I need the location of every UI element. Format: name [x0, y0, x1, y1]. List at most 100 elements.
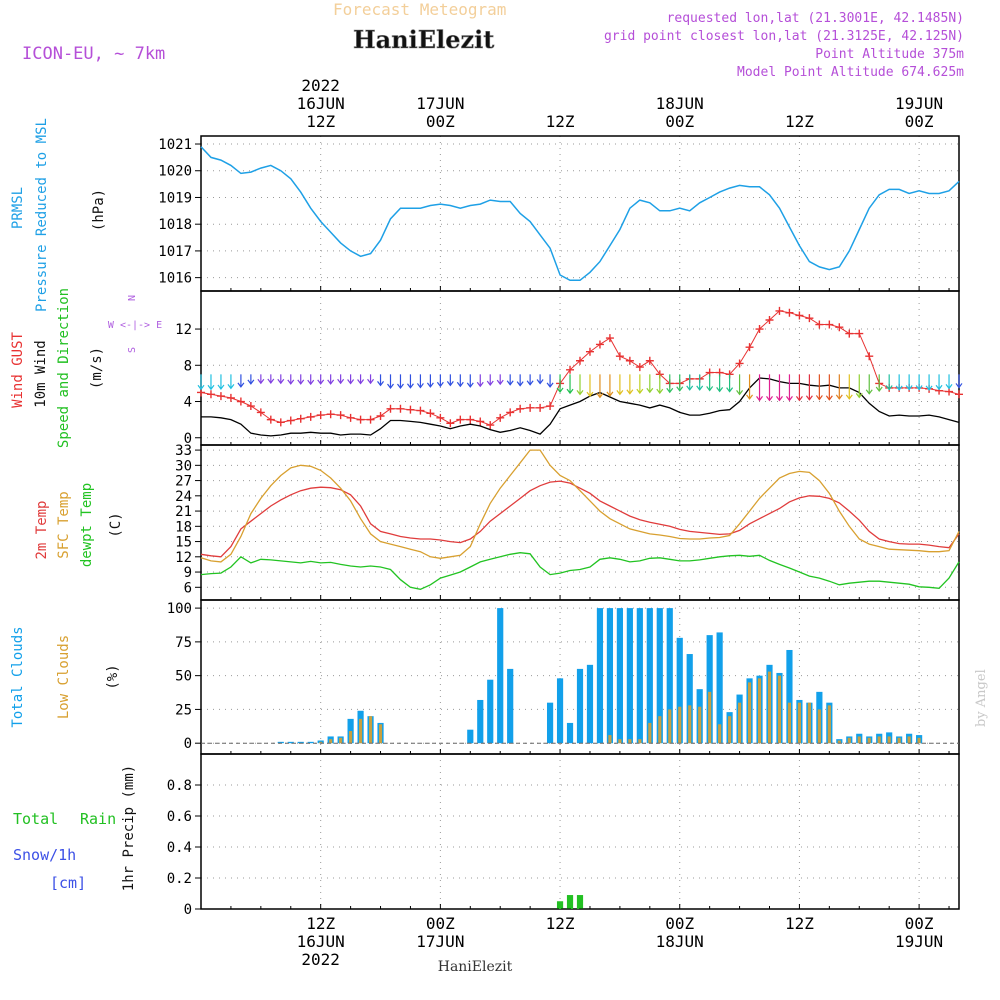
wind-direction-arrow: [416, 374, 424, 389]
wind-gust-marker: [835, 323, 844, 332]
wind-gust-marker: [306, 412, 315, 421]
time-label-top: 00Z: [426, 112, 455, 131]
wind-gust-marker: [855, 329, 864, 338]
low-clouds-label: Low Clouds: [56, 635, 72, 719]
wind-direction-arrow: [646, 374, 654, 394]
wind-gust-marker: [635, 363, 644, 372]
y-tick-label: 18: [175, 519, 192, 535]
pressure-panel-labels: PRMSL Pressure Reduced to MSL (hPa): [10, 118, 107, 312]
temp-dewpt-label: dewpt Temp: [79, 483, 95, 567]
wind-gust-marker: [765, 315, 774, 324]
time-label-top: 12Z: [306, 112, 335, 131]
total-clouds-bar: [636, 608, 643, 744]
low-clouds-bar: [787, 702, 791, 744]
low-clouds-bar: [678, 706, 682, 744]
model-label: ICON-EU, ~ 7km: [22, 44, 165, 64]
wind-direction-arrow: [875, 374, 883, 393]
wind-gust-marker: [446, 419, 455, 428]
y-tick-label: 1021: [158, 137, 192, 153]
rain-bar: [566, 895, 574, 909]
wind-direction-arrow: [466, 374, 474, 388]
wind-panel-labels: Wind GUST 10m Wind Speed and Direction (…: [10, 288, 162, 448]
wind-direction-arrow: [706, 374, 714, 392]
wind-gust-marker: [336, 411, 345, 420]
time-label-bottom: 18JUN: [656, 932, 704, 951]
time-label-top: 00Z: [905, 112, 934, 131]
wind-direction-arrow: [406, 374, 414, 389]
total-clouds-bar: [477, 699, 484, 744]
low-clouds-bar: [628, 739, 632, 744]
total-clouds-bar: [786, 649, 793, 744]
wind-direction-arrow: [496, 374, 504, 386]
wind-direction-arrow: [686, 374, 694, 391]
wind-direction-arrow: [576, 374, 584, 396]
wind-direction-arrow: [396, 374, 404, 390]
wind-gust-marker: [566, 365, 575, 374]
wind-gust-marker: [236, 397, 245, 406]
total-clouds-bar: [626, 608, 633, 744]
low-clouds-bar: [688, 705, 692, 744]
low-clouds-bar: [897, 737, 901, 744]
wind-direction-arrow: [726, 374, 734, 393]
wind-panel: 0 4 8 12: [175, 290, 960, 447]
wind-direction-arrow: [536, 374, 544, 385]
wind-gust-marker: [256, 408, 265, 417]
wind-direction-arrow: [756, 374, 764, 402]
y-tick-label: 15: [175, 535, 192, 551]
wind-direction-arrow: [426, 374, 434, 388]
wind-direction-arrow: [297, 374, 305, 385]
low-clouds-bar: [608, 735, 612, 744]
wind-direction-arrow: [476, 374, 484, 388]
temp-sfc-label: SFC Temp: [56, 491, 72, 558]
total-clouds-label: Total Clouds: [10, 626, 26, 727]
y-tick-label: 21: [175, 504, 192, 520]
wind-direction-arrow: [377, 374, 385, 387]
wind-gust-marker: [785, 308, 794, 317]
y-tick-label: 0: [184, 902, 192, 918]
wind-gust-marker: [346, 413, 355, 422]
wind-gust-marker: [486, 421, 495, 430]
time-label-bottom: 00Z: [905, 914, 934, 933]
low-clouds-bar: [907, 736, 911, 744]
credit-watermark: by Angel: [974, 669, 989, 727]
y-tick-label: 8: [184, 358, 192, 374]
wind-10m-line: [201, 377, 960, 437]
low-clouds-bar: [777, 675, 782, 744]
wind-direction-arrow: [307, 374, 315, 386]
wind-direction-arrow: [815, 374, 823, 401]
low-clouds-bar: [658, 716, 662, 744]
wind-gust-marker: [316, 411, 325, 420]
time-label-bottom: 16JUN: [297, 932, 345, 951]
time-label-top: 19JUN: [895, 94, 943, 113]
wind-gust-marker: [396, 404, 405, 413]
low-clouds-bar: [757, 678, 762, 744]
wind-direction-arrow: [676, 374, 684, 392]
low-clouds-bar: [378, 724, 383, 744]
wind-gust-marker: [206, 390, 215, 399]
total-clouds-bar: [277, 741, 284, 744]
wind-direction-arrow: [766, 374, 773, 402]
total-clouds-bar: [487, 679, 494, 744]
wind-gust-marker: [216, 392, 225, 401]
wind-gust-marker: [296, 414, 305, 423]
wind-gust-marker: [376, 412, 385, 421]
time-label-bottom: 00Z: [426, 914, 455, 933]
y-tick-label: 50: [175, 669, 192, 685]
low-clouds-bar: [867, 737, 871, 744]
total-clouds-bar: [566, 722, 574, 744]
low-clouds-bar: [827, 705, 831, 744]
wind-direction-arrow: [925, 374, 933, 391]
y-tick-label: 0.6: [167, 809, 192, 825]
total-clouds-bar: [706, 635, 713, 744]
wind-gust-marker: [745, 343, 754, 352]
wind-direction-arrow: [257, 374, 265, 385]
temp-panel-labels: 2m Temp SFC Temp dewpt Temp (C): [34, 483, 124, 567]
y-tick-label: 1016: [158, 271, 192, 287]
time-label-top: 16JUN: [297, 94, 345, 113]
total-clouds-bar: [467, 729, 474, 744]
wind-gust-marker: [426, 409, 435, 418]
wind-direction-arrow: [317, 374, 325, 385]
wind-direction-arrow: [347, 374, 355, 385]
